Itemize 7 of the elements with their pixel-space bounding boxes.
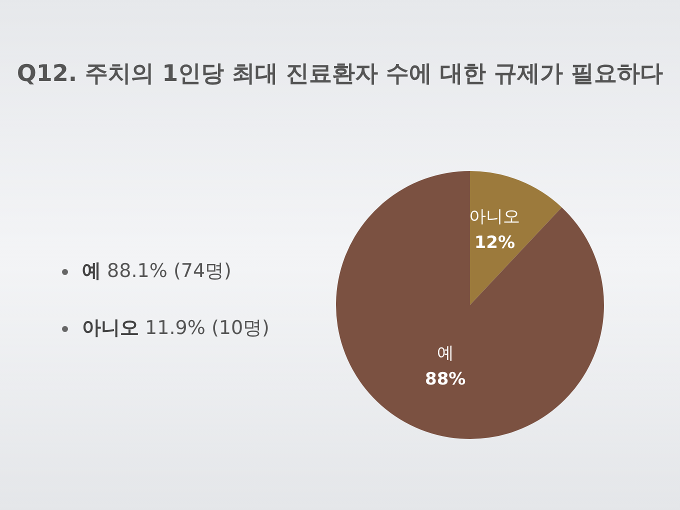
text: 예 88.1% (74명) (81, 259, 232, 284)
data-label: 12% (474, 233, 516, 254)
chart-title: Q12. 주치의 1인당 최대 진료환자 수에 대한 규제가 필요하다 (16, 60, 664, 89)
data-label: 88% (424, 370, 466, 390)
slice-label: 아니오 (469, 207, 520, 228)
slice-label: 예 (436, 344, 454, 364)
text: 아니오 11.9% (10명) (81, 316, 270, 341)
